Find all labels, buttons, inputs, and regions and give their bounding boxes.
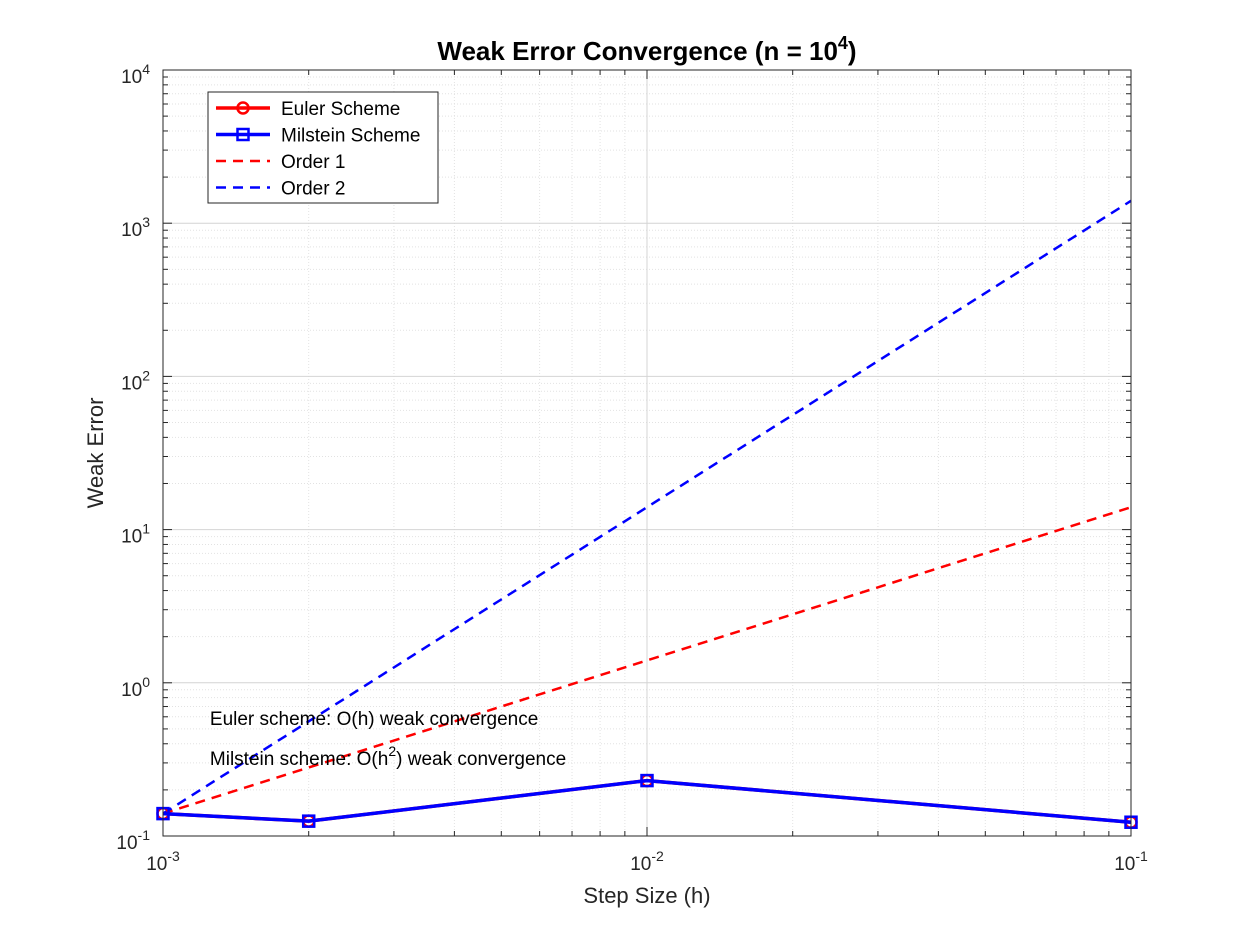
y-tick-label: 102 bbox=[121, 367, 150, 394]
legend-label-milstein-scheme: Milstein Scheme bbox=[281, 126, 420, 147]
y-tick-label: 10-1 bbox=[116, 827, 150, 854]
legend-label-euler-scheme: Euler Scheme bbox=[281, 99, 400, 120]
annotation-text: Euler scheme: O(h) weak convergence bbox=[210, 709, 538, 730]
legend-marker-milstein-scheme bbox=[236, 127, 250, 142]
x-tick-label: 10-3 bbox=[146, 848, 180, 875]
y-tick-label: 103 bbox=[121, 214, 150, 241]
legend-box bbox=[207, 91, 439, 204]
milstein-scheme-line bbox=[162, 778, 1132, 824]
y-axis-label: Weak Error bbox=[83, 398, 108, 509]
legend-label-order-1: Order 1 bbox=[281, 152, 345, 173]
x-axis-label: Step Size (h) bbox=[583, 883, 710, 908]
order-2-line bbox=[162, 199, 1132, 815]
y-tick-label: 100 bbox=[121, 674, 150, 701]
annotation-text: Milstein scheme: O(h2) weak convergence bbox=[210, 743, 566, 770]
x-tick-label: 10-1 bbox=[1114, 848, 1148, 875]
x-tick-label: 10-2 bbox=[630, 848, 664, 875]
milstein-scheme-point bbox=[301, 814, 316, 828]
chart-title: Weak Error Convergence (n = 104) bbox=[437, 33, 856, 66]
legend-label-order-2: Order 2 bbox=[281, 179, 345, 200]
legend-marker-euler-scheme bbox=[236, 101, 250, 115]
y-tick-label: 101 bbox=[121, 521, 150, 548]
milstein-scheme-point bbox=[640, 773, 654, 788]
y-tick-label: 104 bbox=[121, 61, 150, 88]
legend: Euler Scheme Milstein Scheme Order 1 Order … bbox=[207, 91, 439, 204]
